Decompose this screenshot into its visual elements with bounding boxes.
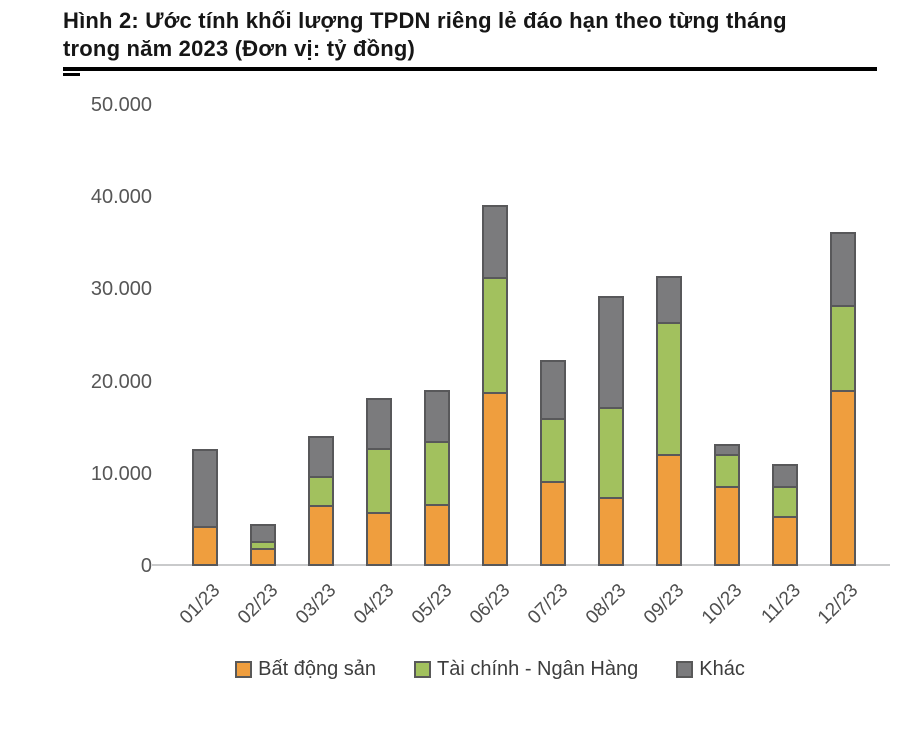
y-axis-tick-label: 0 <box>140 555 152 577</box>
bar-segment <box>250 547 276 566</box>
title-rule-tick <box>63 73 80 76</box>
x-axis-tick-label: 02/23 <box>234 580 283 629</box>
x-axis-tick-label: 08/23 <box>582 580 631 629</box>
x-axis-tick-label: 11/23 <box>757 580 805 628</box>
y-axis-tick-label: 10.000 <box>90 462 152 485</box>
bar-segment <box>598 407 624 499</box>
bar-segment <box>308 435 334 478</box>
bar-segment <box>540 417 566 484</box>
bar-segment <box>482 391 508 566</box>
x-axis-tick-label: 03/23 <box>292 580 341 629</box>
x-axis-tick-label: 01/23 <box>176 580 225 629</box>
legend-label: Tài chính - Ngân Hàng <box>437 658 639 680</box>
x-axis-line <box>152 564 890 566</box>
bar-segment <box>656 276 682 324</box>
figure-title-line2: trong năm 2023 (Đơn vị: tỷ đồng) <box>63 36 416 61</box>
bar-segment <box>598 496 624 566</box>
bar-segment <box>366 447 392 514</box>
y-axis-tick-label: 30.000 <box>90 278 152 301</box>
bar-segment <box>772 463 798 488</box>
bar-segment <box>192 448 218 529</box>
bar-segment <box>482 277 508 394</box>
bar-segment <box>540 360 566 420</box>
bar-segment <box>598 295 624 410</box>
bar-segment <box>714 485 740 566</box>
bar-segment <box>830 389 856 566</box>
x-axis-tick-label: 05/23 <box>408 580 457 629</box>
x-axis-tick-label: 04/23 <box>350 580 399 629</box>
y-axis-tick-label: 20.000 <box>90 370 152 393</box>
bar-segment <box>192 526 218 566</box>
x-axis-tick-label: 06/23 <box>466 580 515 629</box>
bar-segment <box>424 389 450 443</box>
bar-segment <box>424 440 450 507</box>
legend-swatch-icon <box>235 661 253 678</box>
bar-segment <box>540 481 566 566</box>
legend-swatch-icon <box>414 661 432 678</box>
bar-segment <box>424 504 450 566</box>
legend-label: Bất động sản <box>258 658 377 680</box>
bar-segment <box>830 305 856 392</box>
figure-title: Hình 2: Ước tính khối lượng TPDN riêng l… <box>63 7 853 63</box>
bar-segment <box>308 505 334 566</box>
bar-segment <box>250 523 276 544</box>
figure-title-line1: Hình 2: Ước tính khối lượng TPDN riêng l… <box>63 8 787 33</box>
bar-segment <box>772 516 798 566</box>
chart-legend: Bất động sản Tài chính - Ngân Hàng Khác <box>90 658 890 681</box>
legend-swatch-icon <box>676 661 694 678</box>
x-axis-tick-label: 10/23 <box>698 580 747 629</box>
legend-label: Khác <box>699 658 745 680</box>
x-axis-tick-label: 09/23 <box>640 580 689 629</box>
bar-segment <box>714 453 740 488</box>
bar-segment <box>308 475 334 508</box>
bar-segment <box>714 444 740 456</box>
y-axis-tick-label: 40.000 <box>90 186 152 209</box>
bar-segment <box>366 511 392 566</box>
bar-segment <box>656 453 682 566</box>
legend-item: Khác <box>676 658 745 681</box>
legend-item: Tài chính - Ngân Hàng <box>414 658 638 681</box>
bar-segment <box>656 321 682 456</box>
bar-segment <box>482 204 508 280</box>
title-rule <box>63 67 877 71</box>
x-axis-tick-label: 07/23 <box>524 580 573 629</box>
bar-segment <box>772 485 798 519</box>
y-axis-tick-label: 50.000 <box>90 94 152 116</box>
x-axis-tick-label: 12/23 <box>814 580 863 629</box>
legend-item: Bất động sản <box>235 658 376 681</box>
bar-segment <box>830 232 856 308</box>
bar-segment <box>366 398 392 450</box>
